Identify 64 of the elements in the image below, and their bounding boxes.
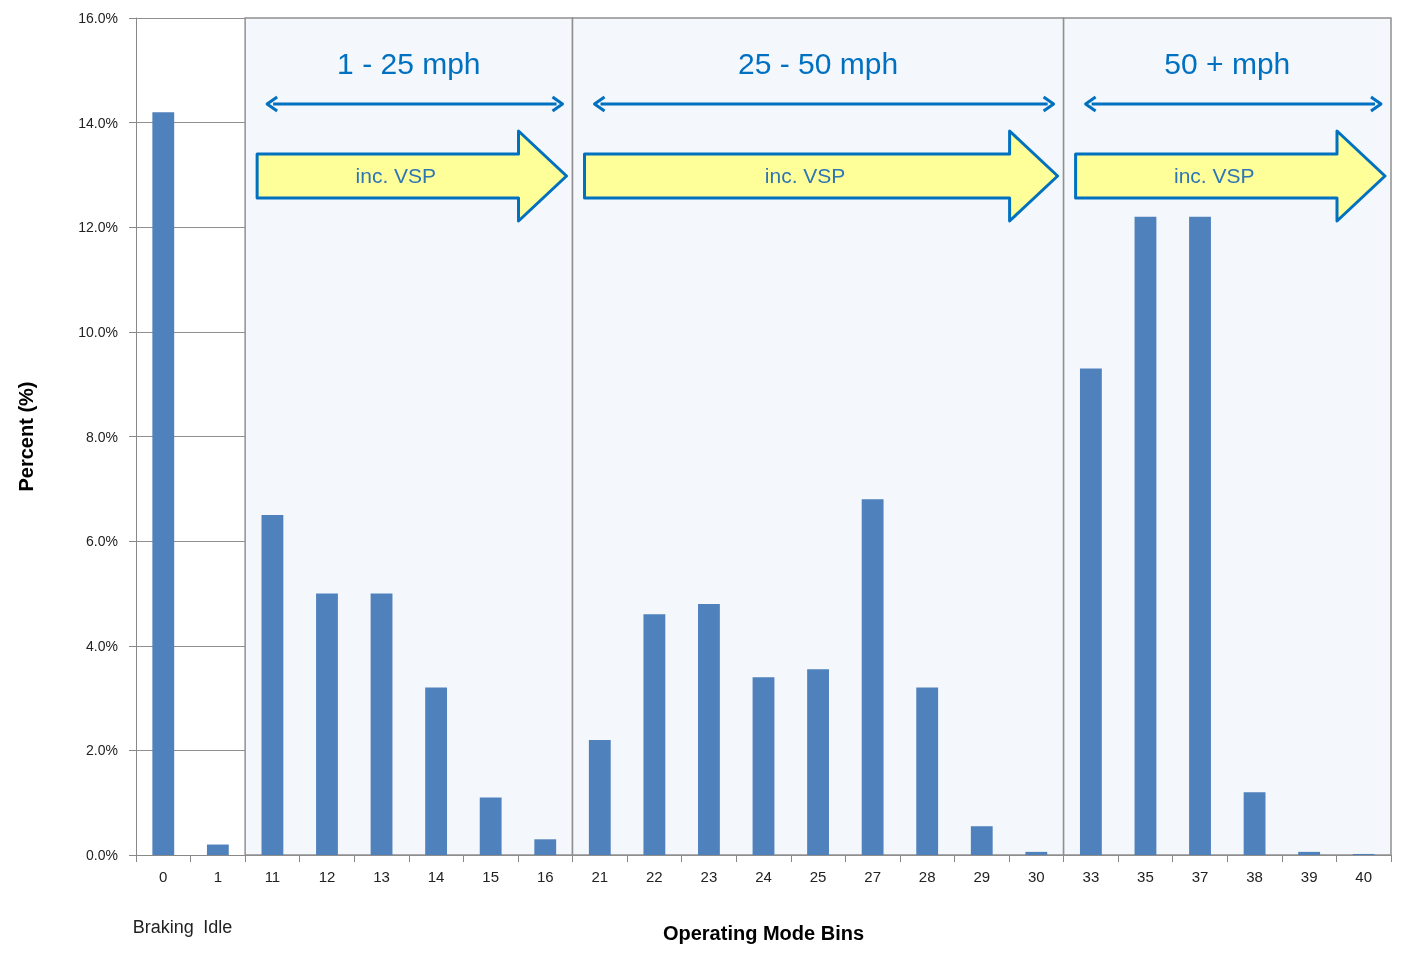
bar [752, 677, 775, 855]
y-tick-label: 6.0% [86, 533, 118, 550]
bar [588, 739, 611, 855]
x-tick-label: 22 [646, 868, 663, 885]
x-tick-label: 11 [264, 868, 281, 885]
y-tick-label: 16.0% [78, 10, 118, 26]
x-tick-label: 16 [536, 868, 554, 885]
y-tick-label: 0.0% [86, 847, 118, 863]
bar [1243, 792, 1266, 855]
bar [479, 797, 502, 855]
annotation: inc. VSP [1174, 164, 1255, 187]
x-tick-label: 13 [373, 868, 390, 885]
x-tick-label: 12 [318, 868, 336, 885]
x-tick-label: 37 [1191, 868, 1209, 885]
y-tick-label: 4.0% [86, 637, 118, 654]
x-tick-label: 15 [482, 868, 500, 885]
x-tick-label: 30 [1027, 868, 1045, 885]
band-label: 1 - 25 mph [337, 46, 481, 80]
x-tick-label: 38 [1246, 868, 1263, 885]
bar [1189, 216, 1211, 855]
text: Braking [132, 917, 194, 937]
y-tick-label: 10.0% [78, 323, 118, 340]
x-tick-label: 24 [755, 868, 772, 885]
x-tick-label: 21 [591, 868, 609, 885]
bar [1298, 851, 1321, 855]
bar [807, 669, 829, 855]
x-tick-label: 25 [809, 868, 827, 885]
bar [970, 826, 993, 855]
annotation: inc. VSP [764, 164, 846, 187]
bar [1079, 368, 1102, 855]
y-tick-label: 2.0% [86, 742, 118, 759]
text: Idle [203, 917, 233, 937]
bar [425, 687, 448, 855]
y-axis-title: Percent (%) [15, 381, 37, 492]
bar [643, 614, 666, 855]
x-tick-label: 23 [700, 868, 718, 885]
x-tick-label: 33 [1082, 868, 1100, 885]
bar [206, 844, 229, 855]
annotation: inc. VSP [355, 164, 437, 187]
y-tick-label: 14.0% [78, 114, 118, 131]
bar [861, 499, 884, 855]
bar [1134, 216, 1157, 855]
x-tick-label: 28 [918, 868, 936, 885]
x-tick-label: 29 [973, 868, 991, 885]
bar [261, 514, 284, 855]
bar [316, 593, 338, 855]
y-tick-label: 12.0% [78, 219, 118, 236]
x-tick-label: 35 [1137, 868, 1154, 885]
bar [1025, 851, 1048, 855]
x-tick-label: 39 [1300, 868, 1318, 885]
x-tick-label: 27 [864, 868, 881, 885]
x-tick-label: 1 [213, 868, 223, 885]
x-tick-label: 40 [1355, 868, 1373, 885]
x-axis-title: Operating Mode Bins [662, 922, 865, 944]
bar [698, 603, 720, 855]
x-tick-label: 14 [427, 868, 445, 885]
y-tick-label: 8.0% [86, 428, 118, 445]
bar [534, 839, 557, 855]
bar [152, 112, 175, 855]
bar [916, 687, 939, 855]
band-label: 50 + mph [1164, 46, 1291, 80]
x-tick-label: 0 [159, 868, 168, 885]
bar [370, 593, 393, 855]
band-label: 25 - 50 mph [738, 46, 899, 80]
